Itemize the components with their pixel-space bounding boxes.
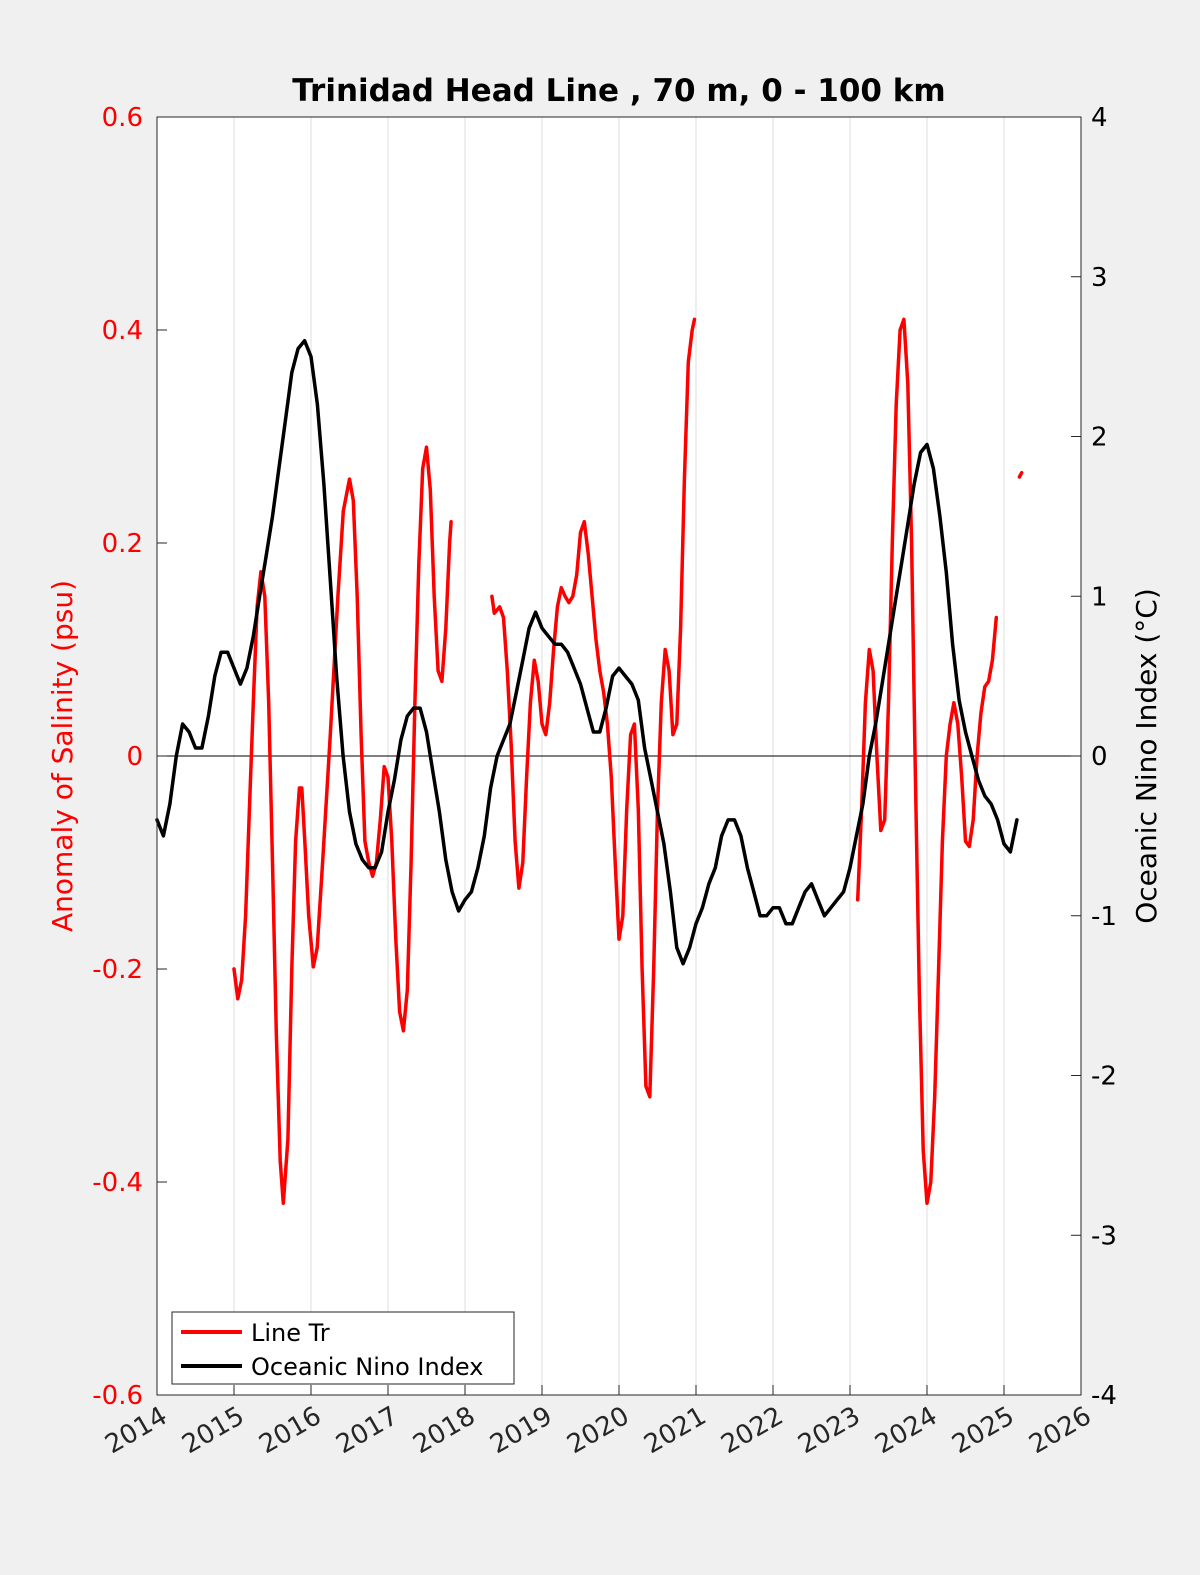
y-right-tick-label: 1 <box>1091 582 1108 612</box>
y-right-tick-label: -2 <box>1091 1062 1117 1092</box>
y-right-tick-label: -3 <box>1091 1221 1117 1251</box>
y-right-tick-label: 4 <box>1091 103 1108 133</box>
y-left-tick-label: 0 <box>126 742 143 772</box>
y-right-tick-label: -4 <box>1091 1381 1117 1411</box>
y-left-tick-label: 0.6 <box>102 103 143 133</box>
series-oni-line <box>155 338 1019 966</box>
legend: Line Tr Oceanic Nino Index <box>171 1311 515 1385</box>
series-line-tr-segment <box>490 317 697 1099</box>
chart-title: Trinidad Head Line , 70 m, 0 - 100 km <box>292 73 945 109</box>
y-axis-left-label: Anomaly of Salinity (psu) <box>46 580 79 932</box>
y-left-tick-label: -0.6 <box>92 1381 143 1411</box>
y-axis-right-label: Oceanic Nino Index (°C) <box>1130 588 1163 924</box>
y-left-tick-label: -0.4 <box>92 1168 143 1198</box>
series-line-tr-segment <box>1017 470 1024 479</box>
y-left-tick-label: -0.2 <box>92 955 143 985</box>
y-right-tick-label: 2 <box>1091 423 1108 453</box>
legend-label-oni: Oceanic Nino Index <box>251 1353 483 1381</box>
series-line-tr-segment <box>855 317 999 1206</box>
y-right-tick-label: 0 <box>1091 742 1108 772</box>
legend-box <box>171 1311 515 1385</box>
y-left-tick-label: 0.4 <box>102 316 143 346</box>
y-right-tick-label: 3 <box>1091 263 1108 293</box>
y-left-tick-label: 0.2 <box>102 529 143 559</box>
series-line-tr-segment <box>232 445 453 1206</box>
y-right-tick-label: -1 <box>1091 902 1117 932</box>
legend-label-line-tr: Line Tr <box>251 1319 330 1347</box>
series-layer <box>155 317 1024 1206</box>
